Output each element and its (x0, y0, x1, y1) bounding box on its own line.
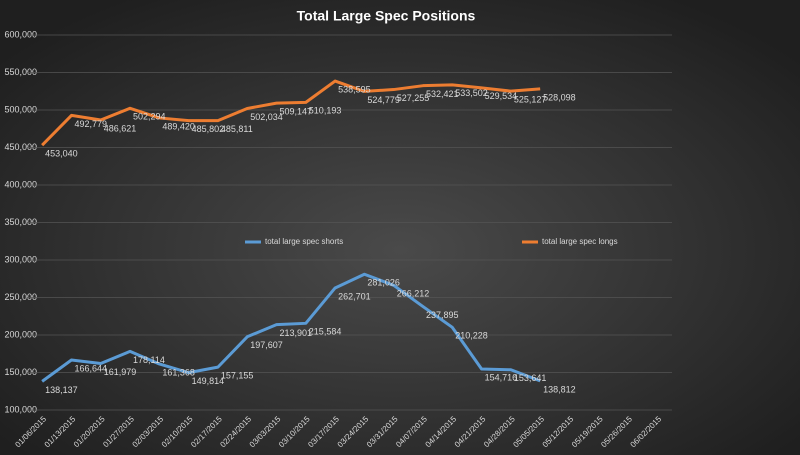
data-label: 178,114 (133, 355, 165, 365)
y-tick-label: 600,000 (4, 29, 37, 39)
data-label: 154,716 (485, 372, 518, 382)
data-label: 166,644 (74, 363, 107, 373)
data-label: 525,127 (514, 95, 547, 105)
data-label: 266,212 (397, 289, 430, 299)
y-tick-label: 200,000 (4, 329, 37, 339)
data-label: 161,368 (162, 367, 195, 377)
data-label: 138,137 (45, 385, 78, 395)
y-tick-label: 300,000 (4, 254, 37, 264)
data-label: 528,098 (543, 92, 576, 102)
y-tick-label: 400,000 (4, 179, 37, 189)
data-label: 538,595 (338, 84, 371, 94)
data-label: 529,534 (485, 91, 518, 101)
y-tick-label: 150,000 (4, 367, 37, 377)
y-tick-label: 450,000 (4, 142, 37, 152)
y-tick-label: 250,000 (4, 292, 37, 302)
y-tick-label: 100,000 (4, 404, 37, 414)
data-label: 138,812 (543, 384, 576, 394)
legend-label: total large spec longs (542, 237, 618, 246)
data-label: 527,255 (397, 93, 430, 103)
data-label: 157,155 (221, 371, 254, 381)
data-label: 510,193 (309, 106, 342, 116)
data-label: 532,421 (426, 89, 459, 99)
data-label: 153,641 (514, 373, 547, 383)
data-label: 524,779 (367, 95, 400, 105)
data-label: 492,779 (74, 119, 107, 129)
chart-title: Total Large Spec Positions (297, 8, 476, 24)
series-line (41, 79, 541, 147)
series-line (41, 272, 541, 383)
y-tick-label: 350,000 (4, 217, 37, 227)
data-label: 149,814 (192, 376, 225, 386)
data-label: 502,294 (133, 112, 166, 122)
data-label: 485,811 (221, 124, 253, 134)
data-label: 237,895 (426, 310, 459, 320)
data-label: 489,420 (162, 121, 195, 131)
data-label: 213,901 (280, 328, 313, 338)
y-tick-label: 550,000 (4, 67, 37, 77)
legend-label: total large spec shorts (265, 237, 343, 246)
data-label: 197,607 (250, 340, 283, 350)
data-label: 485,802 (192, 124, 225, 134)
data-label: 509,147 (280, 107, 313, 117)
data-label: 161,979 (104, 367, 137, 377)
data-label: 262,701 (338, 291, 371, 301)
data-label: 486,621 (104, 123, 137, 133)
data-label: 533,502 (455, 88, 488, 98)
data-label: 502,034 (250, 112, 283, 122)
data-label: 281,026 (367, 278, 400, 288)
y-tick-label: 500,000 (4, 104, 37, 114)
data-label: 215,584 (309, 327, 342, 337)
data-label: 210,228 (455, 331, 488, 341)
data-label: 453,040 (45, 149, 78, 159)
